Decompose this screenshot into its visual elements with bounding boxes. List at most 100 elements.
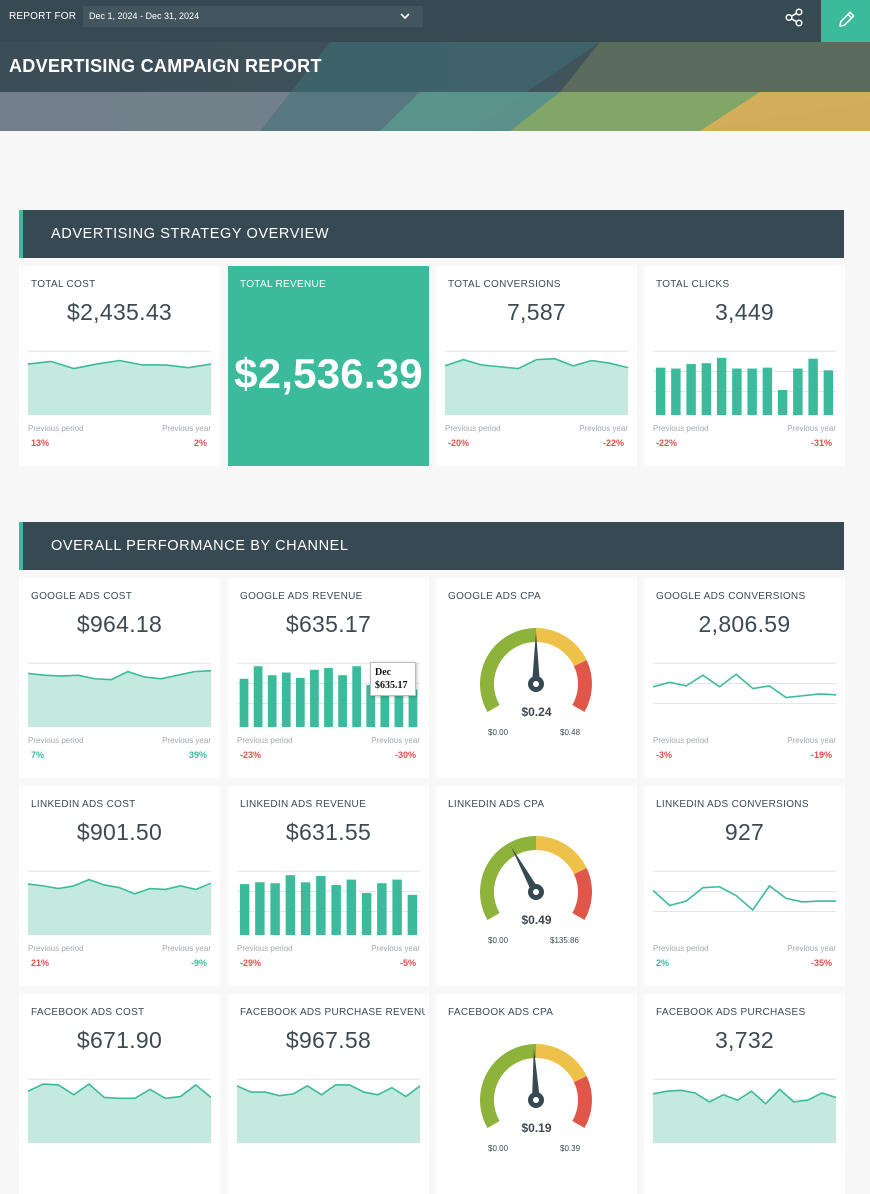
bar — [747, 368, 757, 415]
series-line — [28, 359, 211, 370]
area-fill — [28, 670, 211, 727]
series-line — [445, 357, 628, 370]
widget-value: $635.17 — [285, 611, 372, 637]
bar — [823, 370, 834, 415]
gauge-min-label: $0.00 — [488, 1144, 509, 1153]
previous-year-label: Previous year — [162, 736, 211, 745]
previous-period-label: Previous period — [237, 944, 293, 953]
report-banner: ADVERTISING CAMPAIGN REPORT — [0, 42, 870, 131]
bar — [366, 685, 376, 727]
previous-year-change: -30% — [394, 750, 416, 760]
widget-total-revenue[interactable]: TOTAL REVENUE $2,536.39 — [228, 266, 429, 466]
bar — [300, 882, 311, 935]
bar — [793, 368, 803, 415]
previous-period-change: 7% — [31, 750, 45, 760]
widget-value: 927 — [724, 819, 765, 845]
bar — [352, 666, 362, 727]
widget-value: $2,435.43 — [66, 299, 173, 325]
edit-button[interactable] — [821, 0, 870, 42]
widget-title: TOTAL CONVERSIONS — [448, 279, 561, 290]
widget-google-ads-conversions[interactable]: GOOGLE ADS CONVERSIONS 2,806.59 Previous… — [644, 578, 845, 778]
bar — [253, 666, 263, 727]
gauge-max-label: $135.86 — [550, 936, 579, 945]
share-icon — [785, 8, 803, 27]
bar — [255, 882, 265, 935]
bar — [686, 364, 696, 415]
widget-facebook-ads-purchases[interactable]: FACEBOOK ADS PURCHASES 3,732 — [644, 994, 845, 1194]
widget-title: GOOGLE ADS CONVERSIONS — [656, 591, 806, 602]
widget-value: 3,449 — [714, 299, 775, 325]
previous-period-label: Previous period — [653, 736, 709, 745]
share-button[interactable] — [778, 0, 810, 42]
previous-year-change: -5% — [399, 958, 416, 968]
date-range-select[interactable]: Dec 1, 2024 - Dec 31, 2024 — [83, 6, 423, 27]
widget-facebook-ads-purchase-revenue[interactable]: FACEBOOK ADS PURCHASE REVENUE $967.58 — [228, 994, 429, 1194]
gauge-needle — [510, 846, 540, 894]
bar — [331, 884, 341, 935]
series-line — [237, 1084, 420, 1098]
bar — [281, 672, 291, 727]
bar — [671, 368, 681, 415]
bar — [338, 675, 347, 727]
facebook-revenue-area-chart — [237, 1078, 420, 1143]
previous-year-change: -22% — [602, 438, 624, 448]
widget-value: 3,732 — [714, 1027, 775, 1053]
widget-google-ads-revenue[interactable]: GOOGLE ADS REVENUE $635.17 Dec $635.17 P… — [228, 578, 429, 778]
widget-total-conversions[interactable]: TOTAL CONVERSIONS 7,587 Previous period … — [436, 266, 637, 466]
previous-year-change: -19% — [810, 750, 832, 760]
chevron-down-icon — [400, 13, 410, 20]
gauge-value: $0.49 — [521, 913, 552, 927]
previous-year-change: -9% — [190, 958, 207, 968]
gauge-band-green — [480, 628, 536, 712]
bar — [295, 677, 305, 727]
section-title: OVERALL PERFORMANCE BY CHANNEL — [51, 538, 349, 554]
widget-linkedin-ads-cpa[interactable]: LINKEDIN ADS CPA $0.49 $0.00 $135.86 — [436, 786, 637, 986]
widget-total-clicks[interactable]: TOTAL CLICKS 3,449 Previous period Previ… — [644, 266, 845, 466]
bar — [777, 389, 788, 415]
widget-title: FACEBOOK ADS CPA — [448, 1007, 554, 1018]
tooltip-value: $635.17 — [375, 680, 408, 691]
bar — [285, 875, 296, 935]
bar — [701, 363, 712, 415]
widget-facebook-ads-cpa[interactable]: FACEBOOK ADS CPA $0.19 $0.00 $0.39 — [436, 994, 637, 1194]
widget-value: $901.50 — [76, 819, 163, 845]
pencil-icon — [839, 11, 855, 27]
linkedin-cost-area-chart — [28, 870, 211, 935]
area-fill — [653, 1089, 836, 1143]
widget-total-cost[interactable]: TOTAL COST $2,435.43 Previous period Pre… — [19, 266, 220, 466]
widget-google-ads-cpa[interactable]: GOOGLE ADS CPA $0.24 $0.00 $0.48 — [436, 578, 637, 778]
previous-period-change: -3% — [656, 750, 673, 760]
widget-google-ads-cost[interactable]: GOOGLE ADS COST $964.18 Previous period … — [19, 578, 220, 778]
gauge-hub-center — [533, 681, 539, 687]
previous-year-label: Previous year — [787, 736, 836, 745]
previous-year-change: 2% — [193, 438, 207, 448]
previous-year-change: -35% — [810, 958, 832, 968]
previous-period-change: 2% — [656, 958, 670, 968]
widget-title: FACEBOOK ADS COST — [31, 1007, 145, 1018]
previous-period-change: -22% — [656, 438, 678, 448]
total-cost-area-chart — [28, 350, 211, 415]
widget-linkedin-ads-revenue[interactable]: LINKEDIN ADS REVENUE $631.55 Previous pe… — [228, 786, 429, 986]
widget-linkedin-ads-cost[interactable]: LINKEDIN ADS COST $901.50 Previous perio… — [19, 786, 220, 986]
previous-year-change: -31% — [810, 438, 832, 448]
widget-facebook-ads-cost[interactable]: FACEBOOK ADS COST $671.90 — [19, 994, 220, 1194]
widget-value: 7,587 — [506, 299, 567, 325]
bar — [324, 668, 333, 727]
gauge-band-yellow — [536, 836, 587, 875]
previous-year-label: Previous year — [579, 424, 628, 433]
gauge-band-red — [572, 868, 592, 920]
facebook-purchases-area-chart — [653, 1078, 836, 1143]
gauge-band-red — [572, 1076, 592, 1128]
linkedin-conversions-line-chart — [653, 870, 836, 913]
widget-title: GOOGLE ADS COST — [31, 591, 133, 602]
gauge-value: $0.24 — [521, 705, 552, 719]
widget-linkedin-ads-conversions[interactable]: LINKEDIN ADS CONVERSIONS 927 Previous pe… — [644, 786, 845, 986]
previous-period-change: 21% — [31, 958, 50, 968]
widget-title: LINKEDIN ADS COST — [31, 799, 136, 810]
google-cpa-gauge — [480, 628, 592, 712]
widget-value: 2,806.59 — [698, 611, 791, 637]
previous-period-change: 13% — [31, 438, 50, 448]
total-clicks-bar-chart — [653, 350, 836, 415]
widget-value: $631.55 — [285, 819, 372, 845]
gauge-value: $0.19 — [521, 1121, 552, 1135]
